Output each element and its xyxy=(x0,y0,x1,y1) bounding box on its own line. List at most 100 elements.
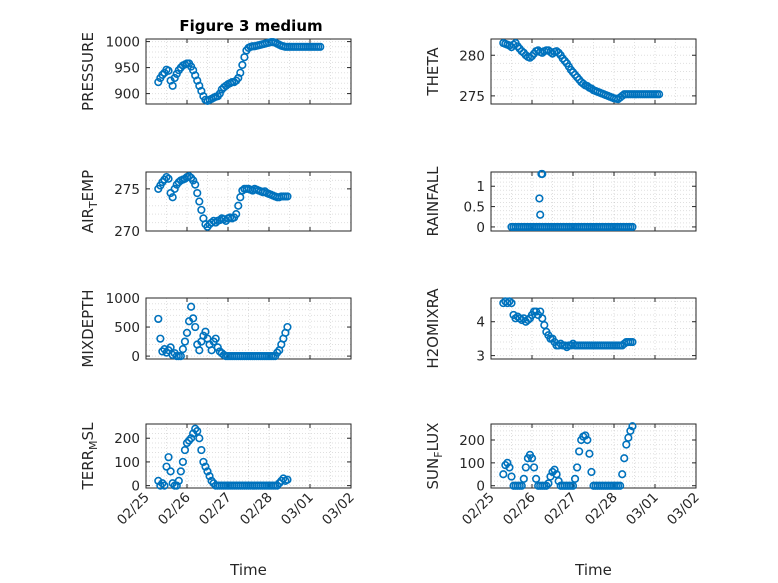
data-point xyxy=(628,337,637,347)
data-point xyxy=(193,427,202,436)
x-tick-label: 02/26 xyxy=(500,490,539,529)
data-point xyxy=(170,73,179,83)
data-point xyxy=(618,470,627,479)
subplot-1: 900 950 1000 PRESSURE xyxy=(79,32,352,111)
x-tick-label: 03/01 xyxy=(278,490,317,529)
x-tick-label: 02/28 xyxy=(237,490,276,529)
y-tick-label: 0.5 xyxy=(464,200,485,216)
data-point xyxy=(507,472,516,481)
data-point xyxy=(174,476,183,485)
data-point xyxy=(581,431,590,440)
data-point xyxy=(626,426,635,435)
data-point xyxy=(203,467,212,476)
data-point xyxy=(505,297,514,306)
data-point xyxy=(166,343,175,352)
data-point xyxy=(176,351,185,361)
data-point xyxy=(180,337,190,346)
data-point xyxy=(201,462,210,471)
data-point xyxy=(570,474,580,483)
data-point xyxy=(628,422,637,431)
y-tick-label: 280 xyxy=(459,48,485,64)
data-point xyxy=(154,314,163,324)
data-point xyxy=(517,481,526,490)
data-point xyxy=(527,454,537,463)
data-point xyxy=(523,315,533,325)
y-tick-label: 950 xyxy=(114,61,140,77)
data-point xyxy=(554,477,563,486)
data-point xyxy=(180,445,190,455)
plot-border xyxy=(490,38,697,105)
data-point xyxy=(172,481,181,490)
y-tick-label: 275 xyxy=(114,182,140,198)
y-axis-label: SUNFLUX xyxy=(424,423,445,490)
subplot-3: 270 275 AIRTEMP xyxy=(79,170,352,240)
data-point xyxy=(503,458,512,467)
data-point xyxy=(211,334,220,343)
data-point xyxy=(505,463,514,472)
data-point xyxy=(164,174,173,183)
data-point xyxy=(189,429,198,438)
data-point xyxy=(616,481,625,490)
data-point xyxy=(550,465,559,474)
data-point xyxy=(166,188,175,198)
x-tick-label: 02/26 xyxy=(155,490,194,529)
data-point xyxy=(283,475,292,484)
data-point xyxy=(622,440,631,449)
y-tick-label: 275 xyxy=(459,89,485,105)
data-point xyxy=(519,474,528,483)
x-tick-label: 03/01 xyxy=(623,490,662,529)
data-point xyxy=(191,180,200,189)
data-point xyxy=(552,470,561,479)
y-axis-label: THETA xyxy=(424,47,442,97)
plot-border xyxy=(145,38,352,105)
subplot-2: 275 280 THETA xyxy=(424,38,697,105)
data-point xyxy=(562,343,571,352)
y-tick-label: 500 xyxy=(114,320,140,336)
data-point xyxy=(158,70,167,79)
data-point xyxy=(213,343,222,352)
data-point xyxy=(585,449,594,458)
data-point xyxy=(154,78,163,87)
data-point xyxy=(544,479,553,488)
subplot-7: 0 100 200 TERRMSL 02/25 02/26 02/27 02/28 03/01 0… xyxy=(79,422,358,579)
y-tick-label: 4 xyxy=(476,315,485,331)
y-tick-label: 1000 xyxy=(106,35,140,51)
subplot-4: 0 0.5 1 RAINFALL xyxy=(424,166,697,237)
plot-area xyxy=(490,171,697,232)
subplot-5: 0 500 1000 MIXDEPTH xyxy=(79,289,352,368)
y-tick-label: 270 xyxy=(114,224,140,240)
y-tick-label: 900 xyxy=(114,87,140,103)
x-tick-label: 03/02 xyxy=(664,490,703,529)
plot-border xyxy=(490,297,697,360)
y-tick-label: 0 xyxy=(476,479,485,495)
data-point xyxy=(197,205,206,215)
data-point xyxy=(189,314,198,323)
y-axis-label: PRESSURE xyxy=(79,32,97,111)
data-point xyxy=(162,172,171,182)
x-tick-label: 03/02 xyxy=(319,490,358,529)
y-tick-label: 100 xyxy=(459,456,485,472)
x-tick-label: 02/25 xyxy=(114,490,153,529)
data-point xyxy=(232,210,241,219)
y-tick-label: 3 xyxy=(476,349,485,365)
data-point xyxy=(515,314,524,323)
data-point xyxy=(168,81,177,90)
data-point xyxy=(535,194,544,203)
data-point xyxy=(234,201,243,210)
data-point xyxy=(654,90,664,99)
data-point xyxy=(164,66,173,75)
data-point xyxy=(238,60,247,70)
subplot-8: 0 100 200 SUNFLUX 02/25 02/26 02/27 02/28 03/01 0… xyxy=(424,422,703,579)
data-point xyxy=(176,467,185,476)
y-axis-label: RAINFALL xyxy=(424,166,442,237)
data-point xyxy=(575,447,584,456)
data-point xyxy=(620,454,629,463)
data-point xyxy=(205,472,214,481)
plot-border xyxy=(145,171,352,232)
data-point xyxy=(583,435,592,445)
data-point xyxy=(187,302,196,311)
data-point xyxy=(521,463,530,472)
data-point xyxy=(503,298,512,308)
data-point xyxy=(283,322,292,332)
